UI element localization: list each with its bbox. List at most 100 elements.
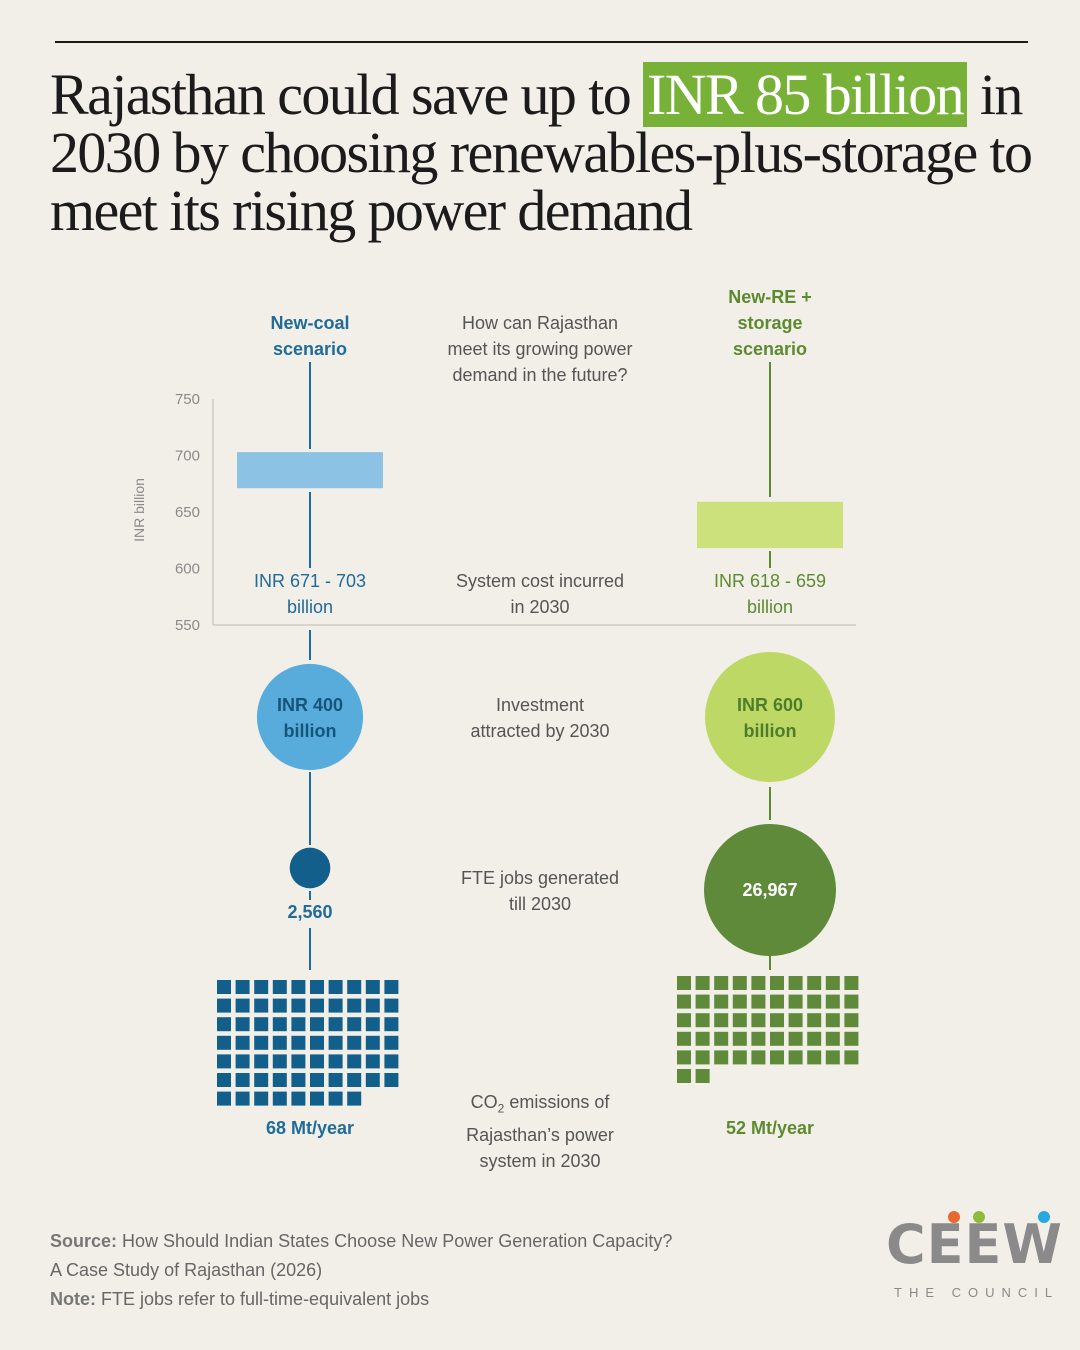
coal-emission-square	[365, 1054, 380, 1069]
re-investment-line2: billion	[743, 721, 797, 741]
headline-part1: Rajasthan could save up to	[50, 62, 644, 127]
coal-emission-square	[291, 1054, 306, 1069]
coal-emission-square	[254, 1017, 269, 1032]
source-label: Source:	[50, 1231, 118, 1251]
re-cost-label: INR 618 - 659 billion	[685, 568, 855, 620]
emissions-co: CO	[470, 1092, 498, 1112]
y-tick-label-700: 700	[175, 448, 200, 465]
logo-dot-green	[973, 1211, 985, 1223]
note-label: Note:	[50, 1289, 96, 1309]
investment-line1: Investment	[495, 695, 585, 715]
coal-emission-square	[310, 1017, 324, 1032]
coal-emission-square	[328, 980, 343, 994]
coal-emission-square	[217, 998, 231, 1013]
coal-emission-square	[217, 1054, 231, 1069]
system-cost-label: System cost incurred in 2030	[420, 568, 660, 620]
coal-emission-square	[347, 1035, 362, 1050]
coal-emission-square	[310, 998, 324, 1013]
coal-emission-square	[365, 1073, 380, 1087]
re-emission-square	[677, 1069, 691, 1083]
re-investment-label: INR 600 billion	[710, 692, 830, 744]
re-emission-square	[677, 994, 691, 1009]
logo-dot-orange	[948, 1211, 960, 1223]
re-emission-square	[695, 1031, 710, 1046]
coal-emission-square	[291, 1091, 306, 1106]
re-scenario-title: New-RE + storage scenario	[685, 284, 855, 362]
coal-cost-line1: INR 671 - 703	[253, 571, 367, 591]
coal-emission-square	[291, 1035, 306, 1050]
coal-emission-square	[254, 1073, 269, 1087]
re-emission-square	[732, 1050, 747, 1065]
coal-investment-line1: INR 400	[276, 695, 344, 715]
re-emission-square	[695, 1069, 710, 1083]
re-emission-square	[788, 1013, 803, 1028]
coal-emission-square	[365, 980, 380, 994]
y-tick-label-750: 750	[175, 391, 200, 408]
re-emission-square	[695, 994, 710, 1009]
question-line2: meet its growing power	[447, 339, 633, 359]
coal-emission-square	[328, 1035, 343, 1050]
coal-emission-square	[310, 1035, 324, 1050]
coal-emissions-value: 68 Mt/year	[265, 1118, 355, 1138]
re-emission-square	[807, 994, 822, 1009]
chart-marks	[217, 452, 859, 1106]
re-emission-square	[825, 1031, 840, 1046]
top-rule	[55, 41, 1028, 43]
y-tick-label-550: 550	[175, 617, 200, 634]
coal-emission-square	[217, 1017, 231, 1032]
re-emission-square	[770, 976, 784, 990]
coal-emission-square	[272, 980, 287, 994]
coal-emission-square	[254, 980, 269, 994]
coal-cost-range-bar	[237, 452, 383, 489]
re-emission-square	[714, 1013, 729, 1028]
source-text: How Should Indian States Choose New Powe…	[117, 1231, 673, 1251]
re-emission-square	[825, 1013, 840, 1028]
re-emission-square	[807, 976, 822, 990]
emissions-line1: CO2 emissions of	[420, 1089, 660, 1122]
re-emission-square	[695, 976, 710, 990]
coal-emission-square	[272, 1091, 287, 1106]
coal-emission-square	[384, 1017, 399, 1032]
re-emission-square	[770, 994, 784, 1009]
coal-scenario-title: New-coal scenario	[225, 310, 395, 362]
re-emission-square	[732, 994, 747, 1009]
re-emission-square	[807, 1013, 822, 1028]
coal-emission-square	[254, 1035, 269, 1050]
emissions-label: CO2 emissions of Rajasthan’s power syste…	[420, 1089, 660, 1174]
coal-emission-square	[347, 1091, 362, 1106]
coal-emission-square	[254, 1091, 269, 1106]
re-emission-square	[677, 976, 691, 990]
source-line: Source: How Should Indian States Choose …	[50, 1229, 672, 1253]
re-emission-square	[695, 1050, 710, 1065]
re-emission-square	[714, 976, 729, 990]
question-line1: How can Rajasthan	[461, 313, 619, 333]
re-emission-square	[844, 1031, 859, 1046]
re-emissions-value: 52 Mt/year	[725, 1118, 815, 1138]
coal-emission-square	[328, 998, 343, 1013]
coal-emission-square	[217, 1035, 231, 1050]
re-emission-square	[677, 1013, 691, 1028]
re-emission-square	[825, 994, 840, 1009]
jobs-line1: FTE jobs generated	[460, 868, 620, 888]
re-cost-range-bar	[697, 501, 843, 549]
emissions-sub: 2	[497, 1101, 505, 1116]
coal-emission-square	[254, 998, 269, 1013]
re-jobs-value: 26,967	[742, 880, 798, 900]
coal-jobs-value: 2,560	[287, 902, 333, 922]
coal-emission-square	[347, 1017, 362, 1032]
re-emission-square	[788, 976, 803, 990]
re-emission-square	[714, 994, 729, 1009]
re-emission-square	[751, 1050, 766, 1065]
re-emission-square	[751, 1013, 766, 1028]
coal-emission-square	[291, 980, 306, 994]
coal-cost-line2: billion	[286, 597, 334, 617]
coal-emission-square	[328, 1091, 343, 1106]
coal-emission-square	[217, 1091, 231, 1106]
re-emission-square	[732, 1013, 747, 1028]
re-emission-square	[751, 976, 766, 990]
ceew-logo: CEEW THE COUNCIL	[880, 1205, 1062, 1315]
system-cost-line1: System cost incurred	[455, 571, 625, 591]
coal-emission-square	[272, 1054, 287, 1069]
re-emission-square	[844, 1050, 859, 1065]
coal-emission-square	[310, 1091, 324, 1106]
